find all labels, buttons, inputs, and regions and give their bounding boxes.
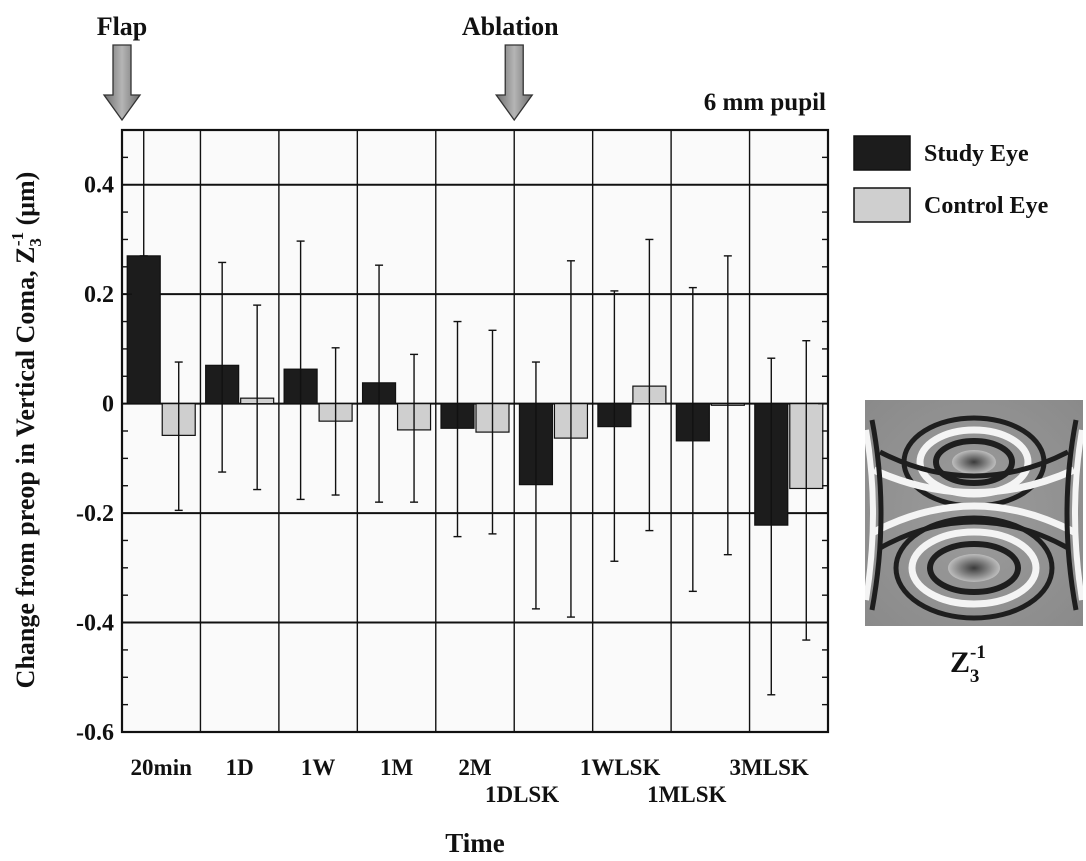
- axis-group: [120, 128, 830, 734]
- y-axis-label-unit: (μm): [11, 172, 40, 232]
- inset-label-sub: 3: [970, 666, 980, 687]
- annotation-flap: Flap: [97, 12, 148, 41]
- x-tick-label-1MLSK: 1MLSK: [647, 782, 726, 807]
- inset-label: Z-1 3: [950, 642, 986, 687]
- legend-swatch-control: [853, 187, 911, 223]
- annotation-ablation: Ablation: [462, 12, 559, 41]
- subtitle: 6 mm pupil: [704, 89, 826, 116]
- legend: Study Eye Control Eye: [853, 135, 1049, 223]
- plot-background: [122, 130, 828, 732]
- y-tick-label: -0.2: [76, 501, 114, 527]
- grid-lines: [122, 130, 828, 732]
- x-tick-label-1DLSK: 1DLSK: [485, 782, 559, 807]
- x-tick-label-2M: 2M: [458, 755, 492, 780]
- y-axis-label-main: Change from preop in Vertical Coma, Z: [11, 247, 40, 689]
- zernike-coma-pattern-icon: [865, 415, 1083, 621]
- plot-area: [122, 130, 828, 732]
- y-tick-label: 0: [102, 392, 114, 418]
- inset-label-sup: -1: [970, 642, 986, 663]
- x-tick-label-1W: 1W: [301, 755, 336, 780]
- bar-study-20min: [126, 255, 161, 405]
- annotations-group: Flap Ablation: [97, 12, 559, 122]
- zernike-inset: Z-1 3: [865, 400, 1083, 687]
- annotation-arrow-icon: [494, 44, 534, 122]
- x-tick-label-1WLSK: 1WLSK: [580, 755, 661, 780]
- tick-labels-group: 0.4 0.2 0 -0.2 -0.4 -0.6: [76, 173, 114, 746]
- x-tick-label-1M: 1M: [380, 755, 414, 780]
- error-bars-group: [139, 130, 811, 696]
- legend-swatch-study: [853, 135, 911, 171]
- y-tick-label: 0.4: [84, 173, 114, 199]
- x-tick-label-1D: 1D: [226, 755, 254, 780]
- y-axis-label: Change from preop in Vertical Coma, Z3-1…: [8, 172, 45, 689]
- x-tick-label-3MLSK: 3MLSK: [730, 755, 809, 780]
- y-tick-label: -0.6: [76, 720, 114, 746]
- x-axis-label: Time: [445, 828, 505, 858]
- y-axis-label-sup: -1: [8, 232, 27, 246]
- legend-label-control: Control Eye: [924, 193, 1049, 219]
- legend-label-study: Study Eye: [924, 141, 1029, 167]
- y-tick-label: -0.4: [76, 611, 114, 637]
- inset-label-base: Z: [950, 646, 970, 679]
- y-axis-label-sub: 3: [26, 238, 45, 247]
- y-tick-label: 0.2: [84, 282, 114, 308]
- x-tick-label-20min: 20min: [131, 755, 193, 780]
- annotation-arrow-icon: [102, 44, 142, 122]
